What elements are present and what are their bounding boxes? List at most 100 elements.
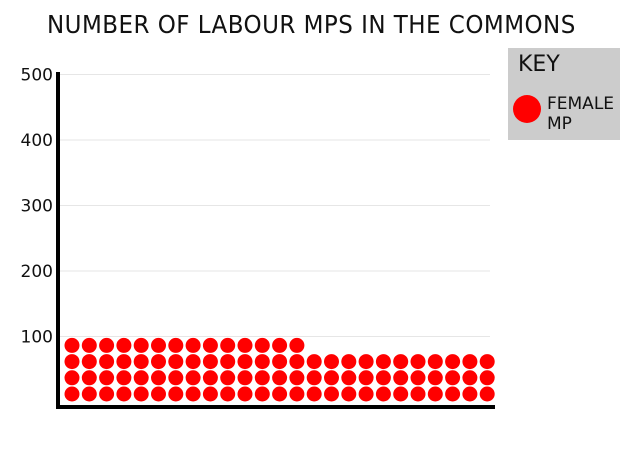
female-mp-dot	[81, 386, 97, 402]
female-mp-dot	[151, 337, 166, 353]
female-mp-dot	[116, 337, 132, 353]
female-mp-dot	[410, 354, 426, 370]
female-mp-dot	[133, 337, 149, 353]
chart-title: NUMBER OF LABOUR MPS IN THE COMMONS	[47, 10, 576, 39]
female-mp-dot	[341, 370, 357, 386]
female-mp-dot	[289, 337, 305, 353]
data-dots	[64, 337, 495, 402]
female-mp-dot	[64, 370, 80, 386]
female-mp-dot	[341, 354, 357, 370]
female-mp-dot	[462, 386, 478, 402]
female-mp-dot	[151, 370, 166, 386]
female-mp-dot	[168, 354, 184, 370]
female-mp-dot	[116, 386, 132, 402]
female-mp-dot	[99, 337, 115, 353]
female-mp-dot	[254, 337, 270, 353]
female-mp-dot	[393, 354, 409, 370]
female-mp-dot	[185, 370, 201, 386]
female-mp-dot	[168, 386, 184, 402]
female-mp-dot	[254, 354, 270, 370]
female-mp-dot	[202, 354, 218, 370]
female-mp-dot	[237, 370, 253, 386]
female-mp-dot	[81, 370, 97, 386]
female-mp-dot	[272, 386, 288, 402]
female-mp-dot	[272, 354, 288, 370]
female-mp-dot	[168, 370, 184, 386]
legend-title: KEY	[518, 52, 560, 77]
legend: KEY FEMALE MP	[508, 48, 620, 140]
female-mp-dot	[151, 354, 166, 370]
female-mp-dot	[427, 370, 443, 386]
female-mp-dot	[116, 370, 132, 386]
female-mp-dot	[202, 337, 218, 353]
female-mp-dot	[220, 370, 236, 386]
female-mp-dot	[306, 370, 322, 386]
y-tick-label-400: 400	[21, 131, 53, 151]
female-mp-dot	[237, 354, 253, 370]
female-mp-dot	[306, 386, 322, 402]
female-mp-dot	[445, 386, 461, 402]
female-mp-dot	[427, 386, 443, 402]
female-mp-dot	[99, 370, 115, 386]
female-mp-dot	[289, 354, 305, 370]
female-mp-dot	[202, 370, 218, 386]
female-mp-dot	[81, 337, 97, 353]
female-mp-dot	[427, 354, 443, 370]
female-mp-dot	[272, 337, 288, 353]
female-mp-dot	[64, 386, 80, 402]
female-mp-dot	[324, 354, 339, 370]
female-mp-dot	[237, 386, 253, 402]
female-mp-dot	[393, 370, 409, 386]
female-mp-dot	[168, 337, 184, 353]
female-mp-dot	[185, 337, 201, 353]
female-mp-dot	[479, 386, 495, 402]
female-mp-dot	[358, 354, 374, 370]
female-mp-dot	[220, 337, 236, 353]
female-mp-dot	[64, 337, 80, 353]
female-mp-dot	[289, 386, 305, 402]
female-mp-dot	[445, 370, 461, 386]
female-mp-dot	[133, 354, 149, 370]
female-mp-dot	[254, 370, 270, 386]
female-mp-dot	[99, 354, 115, 370]
female-mp-dot	[410, 386, 426, 402]
female-mp-dot	[220, 354, 236, 370]
female-mp-dot	[306, 354, 322, 370]
female-mp-dot	[289, 370, 305, 386]
y-tick-label-300: 300	[21, 197, 53, 217]
female-mp-dot	[237, 337, 253, 353]
female-mp-dot	[64, 354, 80, 370]
female-mp-dot	[462, 354, 478, 370]
female-mp-dot	[272, 370, 288, 386]
female-mp-dot	[185, 354, 201, 370]
female-mp-dot	[324, 370, 339, 386]
y-axis-ticks: 100 200 300 400 500	[21, 66, 53, 348]
female-mp-dot	[324, 386, 339, 402]
female-mp-dot	[445, 354, 461, 370]
female-mp-dot	[375, 354, 391, 370]
gridlines	[60, 74, 490, 337]
y-tick-label-500: 500	[21, 66, 53, 86]
female-mp-dot	[99, 386, 115, 402]
female-mp-dot	[133, 370, 149, 386]
female-mp-dot	[185, 386, 201, 402]
female-mp-dot	[393, 386, 409, 402]
female-mp-dot	[358, 370, 374, 386]
female-mp-dot	[81, 354, 97, 370]
female-mp-dot	[479, 370, 495, 386]
female-mp-dot	[479, 354, 495, 370]
female-mp-dot	[462, 370, 478, 386]
female-mp-dot	[151, 386, 166, 402]
female-mp-dot	[341, 386, 357, 402]
y-tick-label-100: 100	[21, 328, 53, 348]
female-mp-dot	[358, 386, 374, 402]
female-mp-dot	[202, 386, 218, 402]
legend-label-female-mp: FEMALE MP	[547, 94, 615, 134]
female-mp-dot	[133, 386, 149, 402]
y-tick-label-200: 200	[21, 262, 53, 282]
female-mp-dot	[375, 370, 391, 386]
female-mp-dot	[116, 354, 132, 370]
female-mp-dot	[220, 386, 236, 402]
